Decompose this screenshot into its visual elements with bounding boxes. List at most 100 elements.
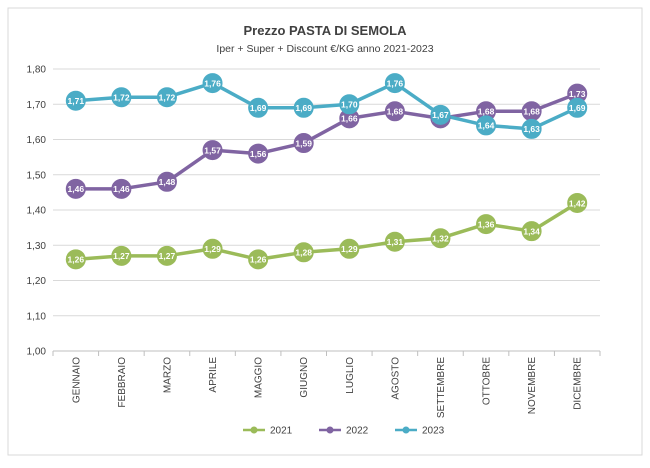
data-label-2023: 1,69 — [250, 103, 267, 113]
data-label-2022: 1,59 — [295, 138, 312, 148]
data-point-2023 — [248, 97, 269, 118]
data-point-2023 — [384, 73, 405, 94]
y-tick-label: 1,50 — [27, 170, 47, 181]
data-label-2023: 1,72 — [113, 93, 130, 103]
data-label-2023: 1,70 — [341, 100, 358, 110]
data-point-2021 — [156, 245, 177, 266]
data-point-2021 — [248, 249, 269, 270]
data-point-2021 — [521, 221, 542, 242]
x-category-label: NOVEMBRE — [527, 357, 538, 415]
data-point-2021 — [111, 245, 132, 266]
y-tick-label: 1,60 — [27, 135, 47, 146]
data-label-2023: 1,71 — [68, 96, 85, 106]
data-point-2022 — [384, 101, 405, 122]
data-point-2021 — [430, 228, 451, 249]
data-label-2023: 1,67 — [432, 110, 449, 120]
data-point-2022 — [248, 143, 269, 164]
data-label-2021: 1,29 — [341, 244, 358, 254]
y-tick-label: 1,10 — [27, 311, 47, 322]
data-point-2022 — [202, 140, 223, 161]
data-label-2022: 1,46 — [113, 184, 130, 194]
data-label-2022: 1,66 — [341, 114, 358, 124]
x-category-label: APRILE — [208, 357, 219, 393]
data-label-2021: 1,27 — [113, 251, 130, 261]
data-point-2023 — [156, 87, 177, 108]
data-point-2021 — [476, 214, 497, 235]
legend-label-2021: 2021 — [270, 426, 293, 437]
data-label-2022: 1,73 — [569, 89, 586, 99]
data-label-2021: 1,42 — [569, 198, 586, 208]
data-point-2023 — [202, 73, 223, 94]
data-point-2022 — [156, 171, 177, 192]
data-label-2022: 1,46 — [68, 184, 85, 194]
x-category-label: LUGLIO — [345, 357, 356, 394]
data-label-2023: 1,72 — [159, 93, 176, 103]
data-label-2022: 1,68 — [478, 107, 495, 117]
data-point-2023 — [111, 87, 132, 108]
y-tick-label: 1,70 — [27, 100, 47, 111]
data-point-2023 — [476, 115, 497, 136]
x-category-label: DICEMBRE — [573, 357, 584, 410]
data-point-2022 — [293, 133, 314, 154]
data-point-2021 — [339, 238, 360, 259]
data-label-2021: 1,26 — [250, 255, 267, 265]
data-point-2023 — [65, 90, 86, 111]
y-tick-label: 1,80 — [27, 65, 47, 76]
x-category-label: MARZO — [162, 357, 173, 393]
data-label-2023: 1,69 — [569, 103, 586, 113]
legend-marker-2021 — [250, 426, 258, 434]
data-point-2021 — [202, 238, 223, 259]
data-point-2023 — [339, 94, 360, 115]
data-label-2022: 1,48 — [159, 177, 176, 187]
x-category-label: GIUGNO — [299, 357, 310, 398]
x-category-label: MAGGIO — [254, 357, 265, 398]
data-point-2022 — [65, 178, 86, 199]
data-label-2021: 1,36 — [478, 219, 495, 229]
data-point-2023 — [293, 97, 314, 118]
data-point-2023 — [567, 97, 588, 118]
data-label-2021: 1,34 — [523, 226, 540, 236]
data-label-2023: 1,76 — [387, 78, 404, 88]
data-label-2021: 1,29 — [204, 244, 221, 254]
data-point-2021 — [65, 249, 86, 270]
data-label-2021: 1,32 — [432, 234, 449, 244]
data-point-2021 — [293, 242, 314, 263]
data-label-2021: 1,31 — [387, 237, 404, 247]
data-label-2022: 1,68 — [523, 107, 540, 117]
data-label-2023: 1,76 — [204, 78, 221, 88]
x-category-label: SETTEMBRE — [436, 357, 447, 418]
data-label-2023: 1,69 — [295, 103, 312, 113]
data-point-2023 — [430, 104, 451, 125]
legend-label-2022: 2022 — [346, 426, 369, 437]
data-label-2022: 1,68 — [387, 107, 404, 117]
y-tick-label: 1,20 — [27, 276, 47, 287]
series-layer: 1,26 1,27 1,27 1,29 1,26 1,28 1,29 1,31 1,32 1,36… — [65, 73, 588, 270]
x-category-label: AGOSTO — [390, 357, 401, 400]
y-tick-label: 1,30 — [27, 241, 47, 252]
legend-marker-2022 — [326, 426, 334, 434]
legend-label-2023: 2023 — [422, 426, 445, 437]
data-label-2021: 1,28 — [295, 248, 312, 258]
chart-subtitle: Iper + Super + Discount €/KG anno 2021-2… — [216, 43, 433, 55]
chart-frame — [7, 7, 643, 456]
y-tick-label: 1,40 — [27, 206, 47, 217]
x-category-label: GENNAIO — [71, 357, 82, 403]
data-label-2023: 1,63 — [523, 124, 540, 134]
legend: 2021 2022 2023 — [243, 426, 445, 437]
data-label-2023: 1,64 — [478, 121, 495, 131]
x-axis: GENNAIO FEBBRAIO MARZO APRILE MAGGIO GIUGNO LU… — [52, 350, 601, 418]
data-label-2022: 1,56 — [250, 149, 267, 159]
y-axis: 1,00 1,10 1,20 1,30 1,40 1,50 1,60 1,70 1,80 — [27, 65, 47, 358]
legend-marker-2023 — [402, 426, 410, 434]
data-label-2021: 1,27 — [159, 251, 176, 261]
data-point-2022 — [111, 178, 132, 199]
chart-title: Prezzo PASTA DI SEMOLA — [244, 23, 408, 38]
data-point-2021 — [567, 192, 588, 213]
data-point-2023 — [521, 118, 542, 139]
data-label-2021: 1,26 — [68, 255, 85, 265]
data-point-2021 — [384, 231, 405, 252]
x-category-label: FEBBRAIO — [117, 357, 128, 408]
y-tick-label: 1,00 — [27, 347, 47, 358]
